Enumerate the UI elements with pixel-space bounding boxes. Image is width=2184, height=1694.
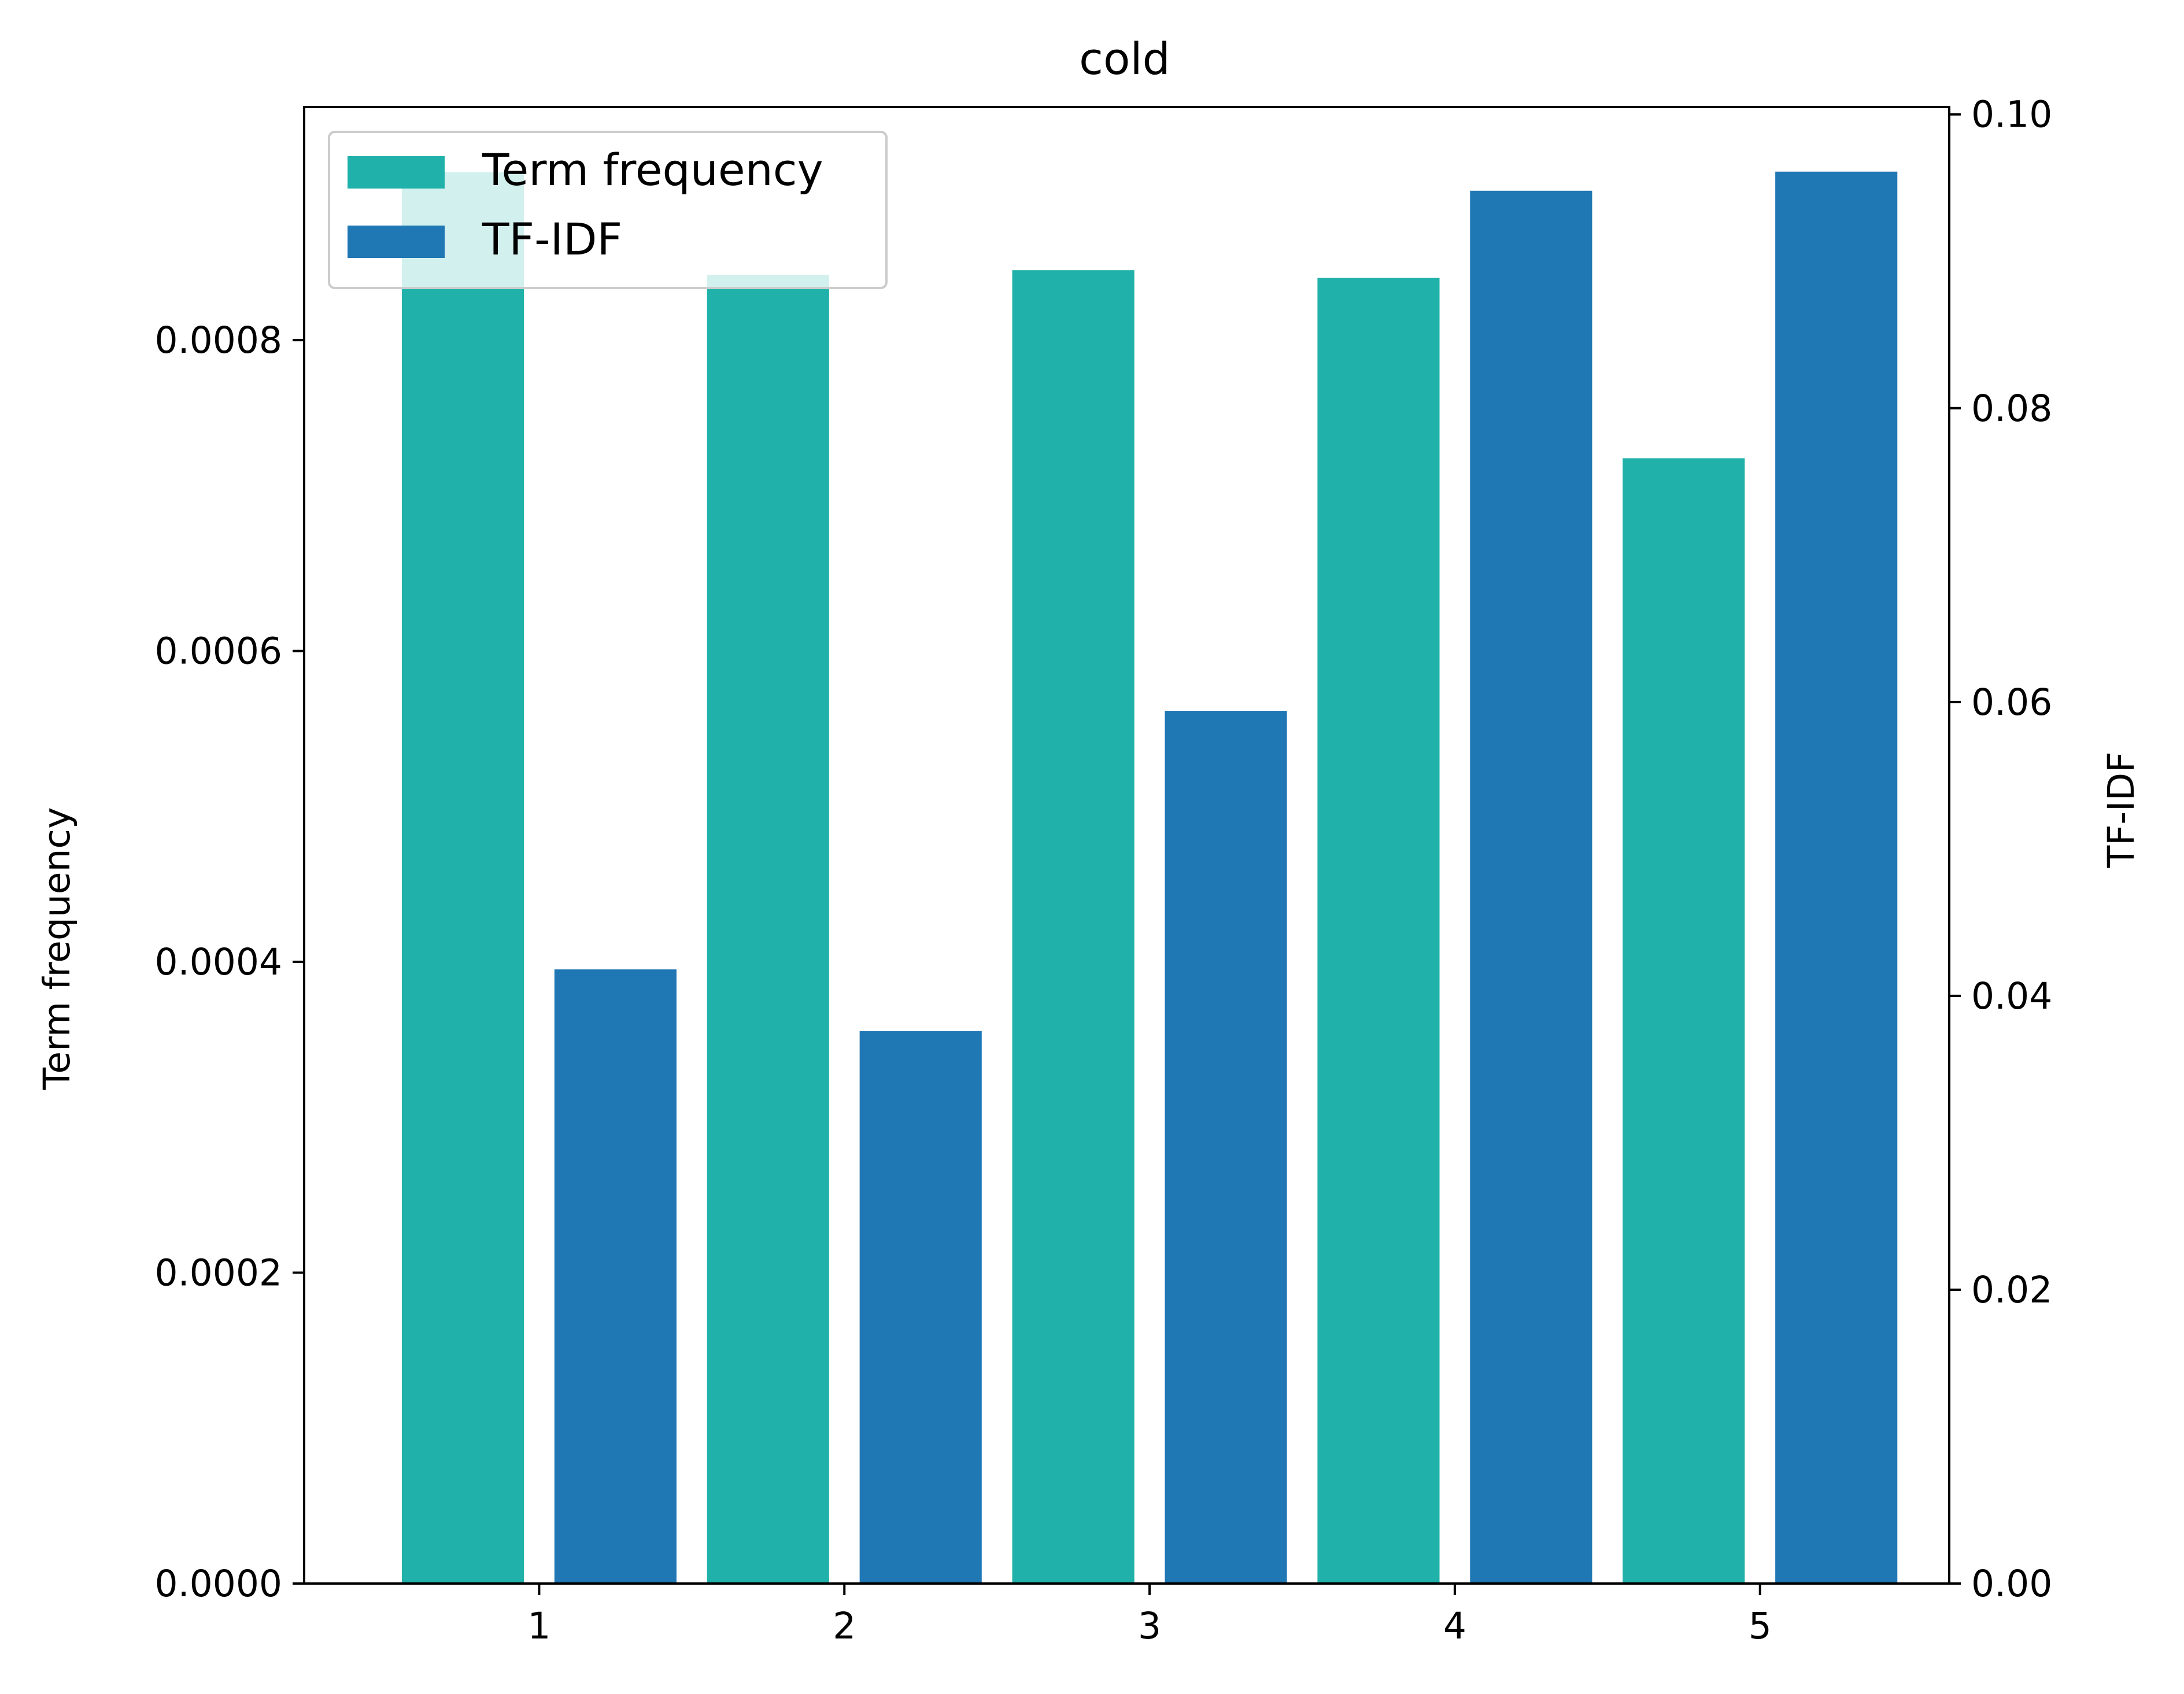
right-y-tick-label: 0.06	[1971, 681, 2052, 724]
legend-label-term-frequency: Term frequency	[482, 144, 823, 195]
right-y-tick-label: 0.02	[1971, 1269, 2052, 1311]
bar-tf-idf-4	[1470, 190, 1592, 1584]
bar-term-frequency-2	[707, 275, 829, 1584]
right-y-tick-label: 0.00	[1971, 1563, 2052, 1605]
x-tick-label: 4	[1443, 1605, 1466, 1647]
left-y-tick-label: 0.0008	[155, 319, 282, 361]
right-y-tick-label: 0.08	[1971, 387, 2052, 430]
bar-term-frequency-5	[1623, 458, 1745, 1584]
x-tick-label: 5	[1749, 1605, 1772, 1647]
right-axis-label: TF-IDF	[2100, 752, 2142, 869]
x-tick-label: 2	[833, 1605, 856, 1647]
left-y-tick-label: 0.0000	[155, 1563, 282, 1605]
right-y-tick-label: 0.10	[1971, 94, 2052, 136]
legend-swatch-tf-idf	[348, 226, 445, 258]
bar-tf-idf-2	[859, 1031, 982, 1584]
legend-swatch-term-frequency	[348, 156, 445, 189]
bars-layer	[401, 171, 1898, 1584]
legend-box	[328, 131, 888, 289]
plot-frame	[303, 106, 1950, 1585]
bar-tf-idf-3	[1165, 711, 1287, 1584]
ticks-layer: 1 2 3 4 5 0.0000 0.0002 0.0004 0.0006 0.0008 0.00 0…	[155, 94, 2053, 1647]
bar-term-frequency-1	[401, 172, 524, 1584]
x-tick-label: 3	[1138, 1605, 1161, 1647]
right-y-tick-label: 0.04	[1971, 975, 2052, 1017]
bar-term-frequency-3	[1012, 270, 1135, 1584]
left-y-tick-label: 0.0004	[155, 941, 282, 983]
left-axis-label: Term frequency	[36, 807, 78, 1091]
left-y-tick-label: 0.0002	[155, 1252, 282, 1294]
left-y-tick-label: 0.0006	[155, 630, 282, 673]
bar-term-frequency-4	[1317, 278, 1440, 1584]
legend-label-tf-idf: TF-IDF	[482, 213, 622, 265]
x-tick-label: 1	[527, 1605, 550, 1647]
bar-tf-idf-1	[554, 969, 677, 1584]
legend: Term frequency TF-IDF	[328, 131, 888, 289]
bar-tf-idf-5	[1775, 171, 1898, 1584]
chart-title: cold	[1079, 33, 1170, 84]
